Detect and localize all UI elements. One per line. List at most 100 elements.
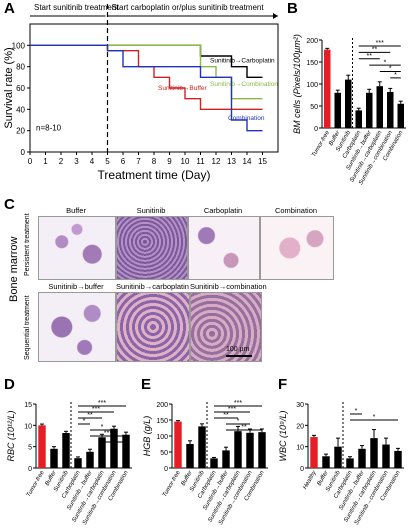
- bar: [355, 110, 363, 128]
- bar: [246, 432, 254, 468]
- micro-label-sunitinib-combination: Sunitinib→combination: [190, 282, 267, 291]
- y-axis-title: BM cells (Pixels/100µm²): [292, 34, 302, 134]
- bar: [174, 421, 182, 468]
- micrograph-sunitinib: [116, 216, 188, 280]
- y-tick-label: 150: [306, 60, 318, 67]
- x-tick-label: 10: [181, 157, 190, 166]
- x-tick-label: 3: [74, 157, 79, 166]
- bar: [323, 49, 331, 128]
- bar: [322, 456, 330, 468]
- y-tick-label: 10: [296, 445, 304, 452]
- phase-label-carboplatin: Start carboplatin or/plus sunitinib trea…: [112, 3, 265, 12]
- series-label: Sunitinib→Combination: [210, 81, 278, 88]
- bar: [210, 458, 218, 468]
- panel-letter-e: E: [141, 376, 152, 393]
- y-tick-label: 0: [164, 466, 168, 473]
- significance-label: ***: [98, 400, 106, 407]
- significance-label: **: [111, 436, 117, 443]
- y-tick-label: 150: [156, 418, 168, 425]
- significance-label: ***: [228, 406, 236, 413]
- micrograph-buffer: [38, 216, 116, 280]
- panel-letter-a: A: [4, 0, 15, 17]
- y-tick-label: 200: [156, 402, 168, 409]
- bar: [186, 444, 194, 468]
- significance-label: *: [389, 66, 392, 73]
- bar: [62, 433, 70, 468]
- y-axis-title: Survival rate (%): [3, 47, 15, 128]
- bar: [98, 437, 106, 468]
- micro-label-sunitinib-buffer: Sunitinib→buffer: [48, 282, 104, 291]
- bar: [346, 458, 354, 468]
- significance-label: *: [373, 414, 376, 421]
- panel-letter-d: D: [4, 376, 15, 393]
- y-tick-label: 5: [28, 445, 32, 452]
- significance-label: ***: [104, 430, 112, 437]
- bar: [74, 458, 82, 468]
- scale-bar-label: 100 µm: [226, 346, 250, 353]
- sequential-treatment-label: Sequential treatment: [24, 295, 31, 360]
- y-tick-label: 0: [21, 148, 26, 157]
- bar: [122, 434, 130, 468]
- bar: [310, 437, 318, 468]
- bar: [397, 103, 405, 128]
- x-tick-label: 2: [59, 157, 64, 166]
- bar: [234, 431, 242, 468]
- significance-label: ***: [92, 406, 100, 413]
- micrograph-sunitinib-buffer: [38, 292, 116, 362]
- bar: [198, 426, 206, 468]
- persistent-treatment-label: Persistent treatment: [24, 213, 31, 276]
- x-tick-label: 15: [258, 157, 267, 166]
- micro-label-sunitinib-carboplatin: Sunitinib→carboplatin: [116, 282, 189, 291]
- micro-label-carboplatin: Carboplatin: [203, 206, 243, 215]
- significance-label: **: [87, 412, 93, 419]
- n-label: n=8-10: [36, 124, 62, 133]
- y-tick-label: 10: [24, 423, 32, 430]
- significance-label: **: [241, 424, 247, 431]
- significance-label: *: [355, 408, 358, 415]
- y-tick-label: 0: [314, 126, 318, 133]
- y-tick-label: 100: [156, 434, 168, 441]
- y-axis-title: RBC (10¹²/L): [6, 410, 16, 461]
- y-axis-title: HGB (g/L): [142, 416, 152, 457]
- series-label: Sunitinib→Buffer: [158, 85, 207, 92]
- significance-label: **: [372, 47, 378, 54]
- y-tick-label: 20: [296, 423, 304, 430]
- category-label: Healthy: [302, 469, 318, 490]
- bar: [86, 451, 94, 468]
- bar: [370, 438, 378, 468]
- phase-arrow-head: [273, 13, 278, 19]
- x-tick-label: 4: [90, 157, 95, 166]
- bar: [38, 425, 46, 468]
- y-tick-label: 50: [160, 450, 168, 457]
- y-tick-label: 0: [28, 466, 32, 473]
- bone-marrow-label: Bone marrow: [8, 236, 20, 302]
- bar: [358, 448, 366, 468]
- y-tick-label: 40: [16, 105, 25, 114]
- micro-label-buffer: Buffer: [66, 206, 86, 215]
- significance-label: *: [384, 59, 387, 66]
- bar: [386, 91, 394, 128]
- series-label: Combination: [228, 115, 265, 122]
- panel-letter-b: B: [287, 0, 298, 17]
- y-axis-title: WBC (10⁹/L): [278, 410, 288, 461]
- y-tick-label: 100: [12, 41, 26, 50]
- x-tick-label: 7: [136, 157, 141, 166]
- bar: [394, 450, 402, 468]
- y-tick-label: 60: [16, 84, 25, 93]
- x-axis-title: Treatment time (Day): [98, 168, 211, 182]
- bar: [365, 92, 373, 128]
- panel-letter-f: F: [278, 376, 288, 393]
- x-tick-label: 11: [196, 157, 205, 166]
- bar: [334, 446, 342, 468]
- y-tick-label: 50: [310, 104, 318, 111]
- category-label: Tumor-free: [162, 469, 182, 498]
- phase-label-sunitinib: Start sunitinib treatment: [34, 3, 119, 12]
- bar: [110, 428, 118, 468]
- micrograph-sunitinib-carboplatin: [116, 292, 190, 362]
- y-tick-label: 0: [300, 466, 304, 473]
